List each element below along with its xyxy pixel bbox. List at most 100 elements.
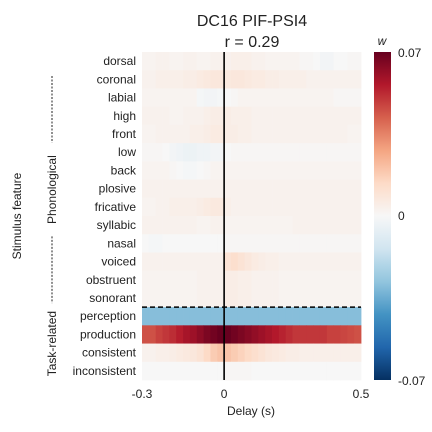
heatmap-cell [183, 271, 190, 290]
heatmap-cell [197, 180, 204, 199]
heatmap-cell [313, 216, 320, 235]
heatmap-cell [252, 143, 259, 162]
heatmap-cell [149, 271, 156, 290]
heatmap-cell [306, 161, 313, 180]
heatmap-cell [252, 180, 259, 199]
heatmap-cell [163, 125, 170, 144]
heatmap-cell [340, 307, 347, 326]
heatmap-cell [313, 143, 320, 162]
heatmap-cell [299, 289, 306, 308]
heatmap-cell [293, 180, 300, 199]
heatmap-cell [293, 161, 300, 180]
heatmap-cell [245, 234, 252, 253]
heatmap-cell [327, 88, 334, 107]
heatmap-cell [245, 307, 252, 326]
chart-subtitle: r = 0.29 [225, 34, 280, 51]
heatmap-cell [183, 180, 190, 199]
heatmap-cell [347, 143, 354, 162]
heatmap-cell [231, 88, 238, 107]
heatmap-cell [354, 234, 361, 253]
heatmap-cell [142, 88, 149, 107]
heatmap-cell [354, 271, 361, 290]
heatmap-cell [279, 70, 286, 89]
heatmap-cell [347, 271, 354, 290]
heatmap-cell [156, 143, 163, 162]
heatmap-cell [163, 344, 170, 363]
heatmap-cell [265, 344, 272, 363]
heatmap-cell [272, 125, 279, 144]
heatmap-cell [313, 161, 320, 180]
heatmap-cell [313, 52, 320, 71]
heatmap-cell [286, 52, 293, 71]
heatmap-cell [231, 161, 238, 180]
feature-label-coronal: coronal [97, 72, 136, 86]
heatmap-cell [156, 216, 163, 235]
heatmap-cell [299, 180, 306, 199]
heatmap-cell [231, 143, 238, 162]
heatmap-cell [354, 161, 361, 180]
heatmap-cell [156, 180, 163, 199]
heatmap-cell [224, 143, 231, 162]
heatmap-cell [156, 125, 163, 144]
heatmap-cell [245, 70, 252, 89]
heatmap-cell [231, 216, 238, 235]
heatmap-cell [210, 70, 217, 89]
heatmap-cell [347, 307, 354, 326]
heatmap-cell [197, 325, 204, 344]
heatmap-cell [176, 198, 183, 217]
heatmap-cell [286, 307, 293, 326]
heatmap-cell [279, 362, 286, 381]
heatmap-cell [354, 325, 361, 344]
heatmap-cell [190, 234, 197, 253]
heatmap-cell [279, 198, 286, 217]
heatmap-cell [238, 289, 245, 308]
heatmap-cell [286, 344, 293, 363]
heatmap-cell [293, 252, 300, 271]
heatmap-cell [163, 234, 170, 253]
heatmap-cell [224, 325, 231, 344]
heatmap-cell [169, 52, 176, 71]
heatmap-cell [176, 88, 183, 107]
heatmap-cell [293, 70, 300, 89]
heatmap-cell [320, 216, 327, 235]
heatmap-cell [156, 198, 163, 217]
heatmap-cell [245, 125, 252, 144]
heatmap-cell [334, 52, 341, 71]
heatmap-cell [197, 271, 204, 290]
heatmap-cell [252, 216, 259, 235]
heatmap-cell [265, 289, 272, 308]
heatmap-cell [245, 325, 252, 344]
heatmap-cell [163, 180, 170, 199]
heatmap-cell [224, 252, 231, 271]
heatmap-cell [176, 307, 183, 326]
heatmap-cell [156, 88, 163, 107]
heatmap-cell [265, 271, 272, 290]
heatmap-cell [354, 70, 361, 89]
colorbar-tick-labels: 0.07 0 -0.07 [398, 46, 426, 388]
heatmap-cell [327, 362, 334, 381]
colorbar-tick-label: 0.07 [398, 46, 422, 60]
heatmap-cell [142, 344, 149, 363]
heatmap-cell [183, 143, 190, 162]
heatmap-cell [156, 289, 163, 308]
heatmap-cell [340, 325, 347, 344]
heatmap-cell [156, 52, 163, 71]
heatmap-cell [204, 234, 211, 253]
heatmap-cell [299, 107, 306, 126]
heatmap-cell [320, 344, 327, 363]
heatmap-cell [231, 234, 238, 253]
heatmap-cell [245, 107, 252, 126]
heatmap-cell [197, 88, 204, 107]
heatmap-cell [327, 289, 334, 308]
heatmap-cell [354, 52, 361, 71]
feature-labels: dorsal coronal labial high front low back plosi… [73, 54, 137, 378]
heatmap-cell [354, 107, 361, 126]
heatmap-cell [340, 216, 347, 235]
heatmap-cell [313, 325, 320, 344]
heatmap-cell [149, 307, 156, 326]
heatmap-cell [347, 88, 354, 107]
heatmap-cell [224, 70, 231, 89]
heatmap-cell [238, 198, 245, 217]
feature-label-fricative: fricative [95, 200, 137, 214]
